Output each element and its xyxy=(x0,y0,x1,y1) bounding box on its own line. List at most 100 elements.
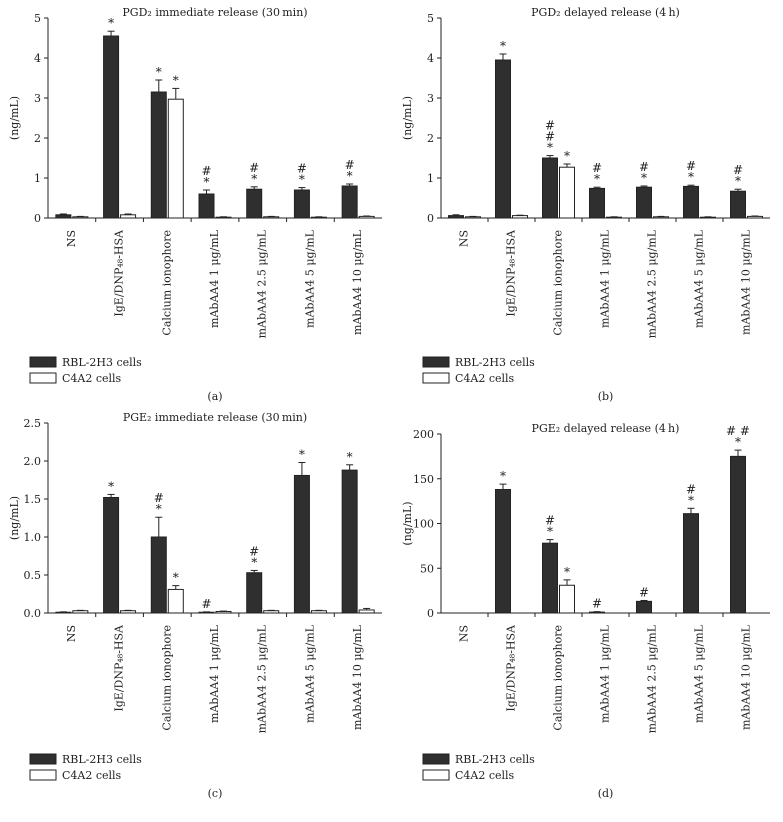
category-label: Calcium ionophore xyxy=(552,625,565,731)
bar-rbl xyxy=(293,474,310,614)
significance-mark: # xyxy=(686,159,696,173)
chart-title: PGE₂ delayed release (4 h) xyxy=(532,422,680,435)
bar-c4a2 xyxy=(72,610,89,614)
bar-c4a2 xyxy=(606,216,622,219)
significance-mark: # xyxy=(592,597,602,611)
bar-c4a2 xyxy=(263,216,280,219)
bar-c4a2 xyxy=(120,610,137,614)
y-tick-label: 150 xyxy=(413,473,434,486)
legend: RBL-2H3 cells C4A2 cells xyxy=(29,356,142,385)
bar-rbl xyxy=(636,600,652,614)
significance-mark: * xyxy=(641,171,647,185)
significance-mark: # xyxy=(249,161,259,175)
significance-mark: * xyxy=(299,173,305,187)
significance-mark: * xyxy=(299,448,305,462)
significance-mark: # xyxy=(249,544,259,558)
chart-title: PGE₂ immediate release (30 min) xyxy=(123,411,307,424)
category-label: IgE/DNP₄₈-HSA xyxy=(505,624,518,712)
legend-swatch-c4a2 xyxy=(422,769,450,781)
significance-mark: * xyxy=(564,149,570,163)
legend: RBL-2H3 cells C4A2 cells xyxy=(422,753,535,782)
y-axis-label: (ng/mL) xyxy=(401,96,414,140)
significance-mark: * xyxy=(156,502,162,516)
category-label: mAbAA4 5 μg/mL xyxy=(693,624,706,723)
significance-mark: * xyxy=(251,172,257,186)
bar-c4a2 xyxy=(263,610,280,614)
significance-mark: * xyxy=(500,39,506,53)
significance-mark: * xyxy=(547,141,553,155)
significance-mark: * xyxy=(173,73,179,87)
significance-mark: * xyxy=(173,571,179,585)
legend: RBL-2H3 cells C4A2 cells xyxy=(29,753,142,782)
bar-rbl xyxy=(341,469,358,614)
category-label: NS xyxy=(458,230,471,247)
bar-rbl xyxy=(730,190,746,219)
legend-swatch-rbl xyxy=(422,356,450,368)
bar-rbl xyxy=(448,215,464,219)
bar-rbl xyxy=(730,455,746,614)
panel-label: (d) xyxy=(598,787,614,800)
y-tick-label: 5 xyxy=(427,12,434,25)
legend-swatch-rbl xyxy=(29,753,57,765)
bar-rbl xyxy=(150,536,167,614)
bar-c4a2 xyxy=(465,216,481,219)
significance-mark: # xyxy=(639,585,649,599)
category-label: Calcium ionophore xyxy=(160,625,173,731)
significance-mark: * xyxy=(108,479,114,493)
bar-c4a2 xyxy=(167,588,184,614)
category-label: mAbAA4 2.5 μg/mL xyxy=(646,229,659,338)
significance-mark: * xyxy=(564,565,570,579)
y-tick-label: 1 xyxy=(427,172,434,185)
significance-mark: * xyxy=(735,435,741,449)
category-label: Calcium ionophore xyxy=(552,230,565,336)
bar-c4a2 xyxy=(512,215,528,219)
significance-mark: * xyxy=(688,170,694,184)
significance-mark: # xyxy=(733,163,743,177)
bar-rbl xyxy=(246,188,263,219)
panel-label: (b) xyxy=(598,390,614,403)
bar-c4a2 xyxy=(653,216,669,219)
significance-mark: * xyxy=(688,493,694,507)
category-label: mAbAA4 5 μg/mL xyxy=(303,624,316,723)
bar-c4a2 xyxy=(310,610,327,614)
bar-rbl xyxy=(103,35,120,219)
bar-rbl xyxy=(683,513,699,614)
category-label: mAbAA4 10 μg/mL xyxy=(740,624,753,730)
significance-mark: * xyxy=(251,555,257,569)
legend-label-rbl: RBL-2H3 cells xyxy=(455,356,535,369)
panel-label: (a) xyxy=(207,390,222,403)
category-label: Calcium ionophore xyxy=(160,230,173,336)
bar-rbl xyxy=(293,189,310,219)
legend-swatch-c4a2 xyxy=(29,372,57,384)
bar-rbl xyxy=(495,59,511,219)
significance-mark: # xyxy=(639,160,649,174)
legend-label-c4a2: C4A2 cells xyxy=(455,769,515,782)
legend-label-c4a2: C4A2 cells xyxy=(62,769,122,782)
bar-rbl xyxy=(150,91,167,219)
significance-mark: # xyxy=(154,491,164,505)
bar-c4a2 xyxy=(358,609,375,614)
category-label: mAbAA4 1 μg/mL xyxy=(208,624,221,723)
bar-rbl xyxy=(542,157,558,219)
significance-mark: * xyxy=(594,172,600,186)
category-label: NS xyxy=(65,625,78,642)
y-tick-label: 4 xyxy=(34,52,41,65)
significance-mark: # xyxy=(592,161,602,175)
bar-c4a2 xyxy=(215,610,232,614)
y-tick-label: 1.0 xyxy=(24,531,42,544)
category-label: mAbAA4 1 μg/mL xyxy=(599,624,612,723)
y-tick-label: 200 xyxy=(413,428,434,441)
chart-title: PGD₂ immediate release (30 min) xyxy=(122,6,307,19)
bar-c4a2 xyxy=(358,215,375,219)
chart-panel-1: PGD₂ immediate release (30 min) 0 1 2 3 4 5 (ng… xyxy=(8,6,382,403)
y-tick-label: 3 xyxy=(34,92,41,105)
significance-mark: * xyxy=(156,65,162,79)
category-label: mAbAA4 1 μg/mL xyxy=(208,229,221,328)
y-tick-label: 50 xyxy=(420,562,434,575)
y-tick-label: 1 xyxy=(34,172,41,185)
bar-c4a2 xyxy=(120,214,137,219)
y-tick-label: 1.5 xyxy=(24,493,42,506)
legend-label-rbl: RBL-2H3 cells xyxy=(62,356,142,369)
category-label: mAbAA4 10 μg/mL xyxy=(351,624,364,730)
